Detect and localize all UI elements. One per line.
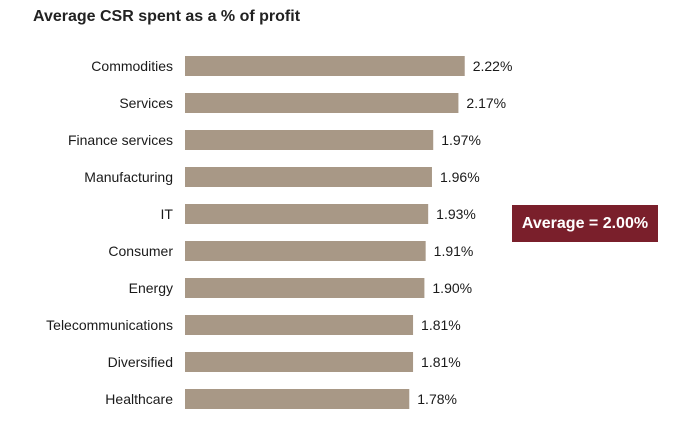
value-label: 1.90%: [432, 280, 472, 296]
bar: [185, 167, 432, 187]
bar: [185, 352, 414, 372]
bar: [185, 204, 429, 224]
value-label: 2.22%: [473, 58, 513, 74]
value-label: 1.81%: [421, 317, 461, 333]
category-label: Energy: [129, 280, 173, 296]
category-label: Finance services: [68, 132, 173, 148]
value-label: 1.81%: [421, 354, 461, 370]
category-label: Manufacturing: [84, 169, 173, 185]
bar: [185, 130, 434, 150]
category-label: Telecommunications: [46, 317, 173, 333]
value-label: 1.96%: [440, 169, 480, 185]
value-label: 1.78%: [417, 391, 457, 407]
bar: [185, 93, 459, 113]
value-label: 1.93%: [436, 206, 476, 222]
category-label: Commodities: [91, 58, 173, 74]
bar: [185, 315, 414, 335]
value-label: 1.97%: [441, 132, 481, 148]
bar: [185, 389, 410, 409]
bar: [185, 56, 465, 76]
bar: [185, 241, 426, 261]
category-label: IT: [161, 206, 174, 222]
value-label: 1.91%: [434, 243, 474, 259]
average-annotation: Average = 2.00%: [512, 205, 658, 242]
category-label: Healthcare: [105, 391, 173, 407]
category-label: Consumer: [108, 243, 173, 259]
value-label: 2.17%: [466, 95, 506, 111]
chart-title: Average CSR spent as a % of profit: [33, 8, 301, 25]
category-label: Services: [119, 95, 173, 111]
bar: [185, 278, 425, 298]
category-label: Diversified: [108, 354, 173, 370]
